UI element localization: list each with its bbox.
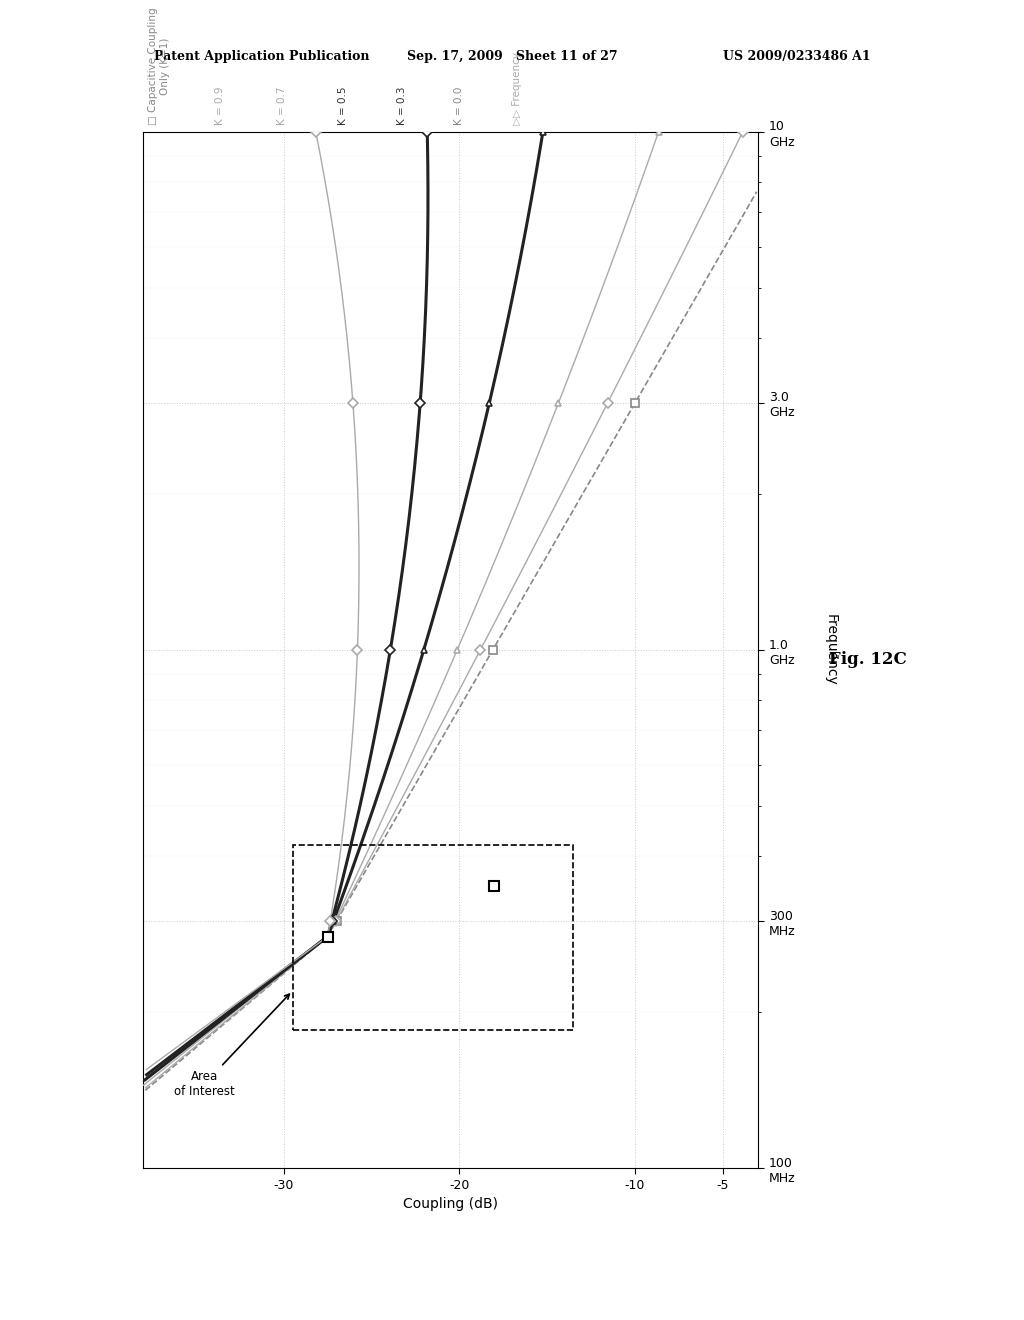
Text: K = 0.0: K = 0.0 — [454, 87, 464, 125]
Text: K = 0.3: K = 0.3 — [397, 87, 408, 125]
Text: Sep. 17, 2009   Sheet 11 of 27: Sep. 17, 2009 Sheet 11 of 27 — [407, 50, 617, 63]
Bar — [293, 845, 573, 1030]
Text: Fig. 12C: Fig. 12C — [829, 652, 907, 668]
Text: Patent Application Publication: Patent Application Publication — [154, 50, 369, 63]
X-axis label: Coupling (dB): Coupling (dB) — [403, 1197, 498, 1212]
Text: K = 0.7: K = 0.7 — [276, 87, 287, 125]
Y-axis label: Frequency: Frequency — [823, 614, 838, 686]
Text: US 2009/0233486 A1: US 2009/0233486 A1 — [723, 50, 870, 63]
Text: □ Capacitive Coupling
Only (K=1): □ Capacitive Coupling Only (K=1) — [147, 8, 170, 125]
Text: Area
of Interest: Area of Interest — [174, 994, 290, 1098]
Text: ▷▷ Frequency: ▷▷ Frequency — [512, 53, 522, 125]
Text: K = 0.9: K = 0.9 — [215, 87, 225, 125]
Text: K = 0.5: K = 0.5 — [338, 87, 348, 125]
